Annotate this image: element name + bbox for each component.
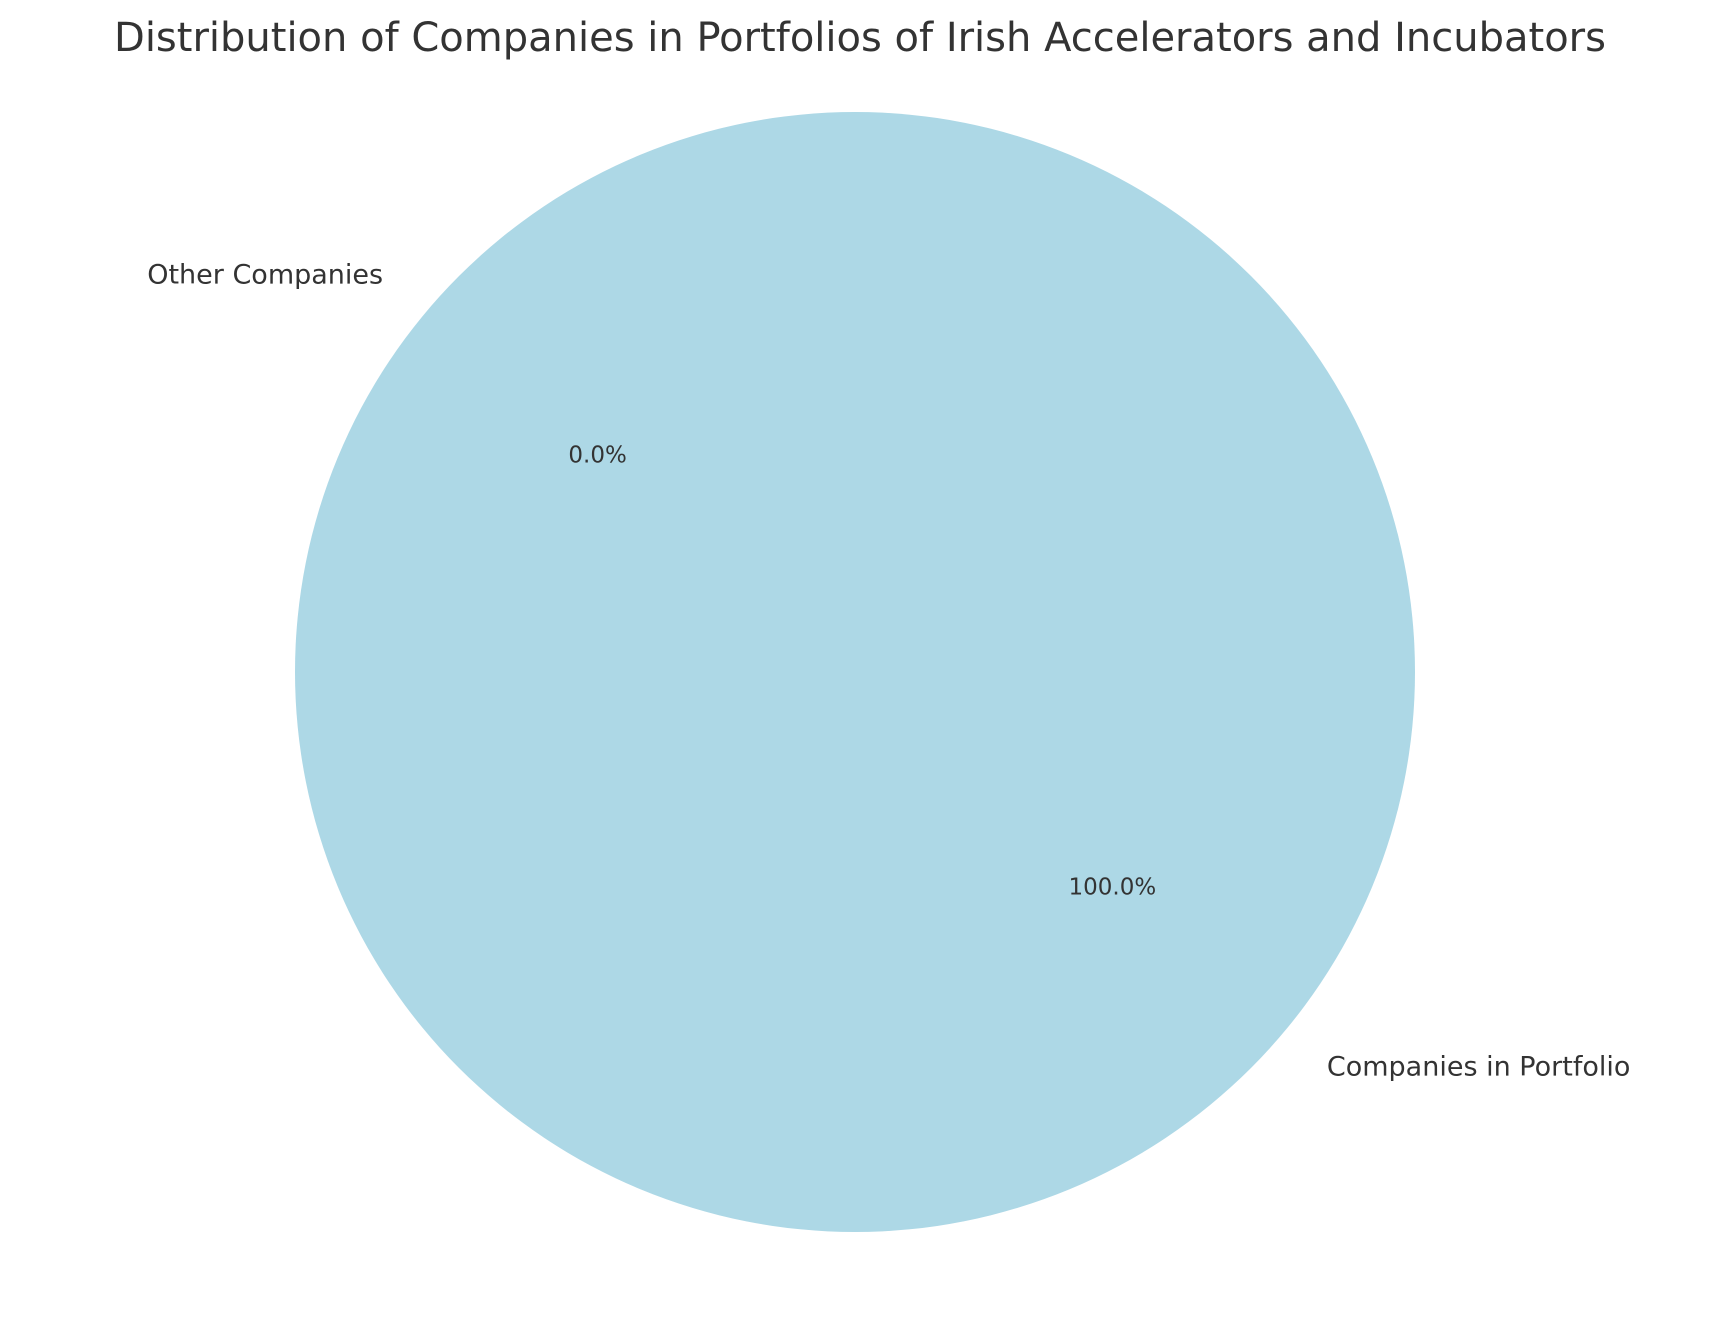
value-label: 100.0% bbox=[1069, 874, 1157, 900]
pie-slice bbox=[295, 112, 1415, 1232]
slice-label: Other Companies bbox=[147, 260, 383, 291]
slice-label: Companies in Portfolio bbox=[1327, 1051, 1631, 1082]
chart-title: Distribution of Companies in Portfolios … bbox=[114, 15, 1606, 61]
value-label: 0.0% bbox=[568, 443, 626, 469]
